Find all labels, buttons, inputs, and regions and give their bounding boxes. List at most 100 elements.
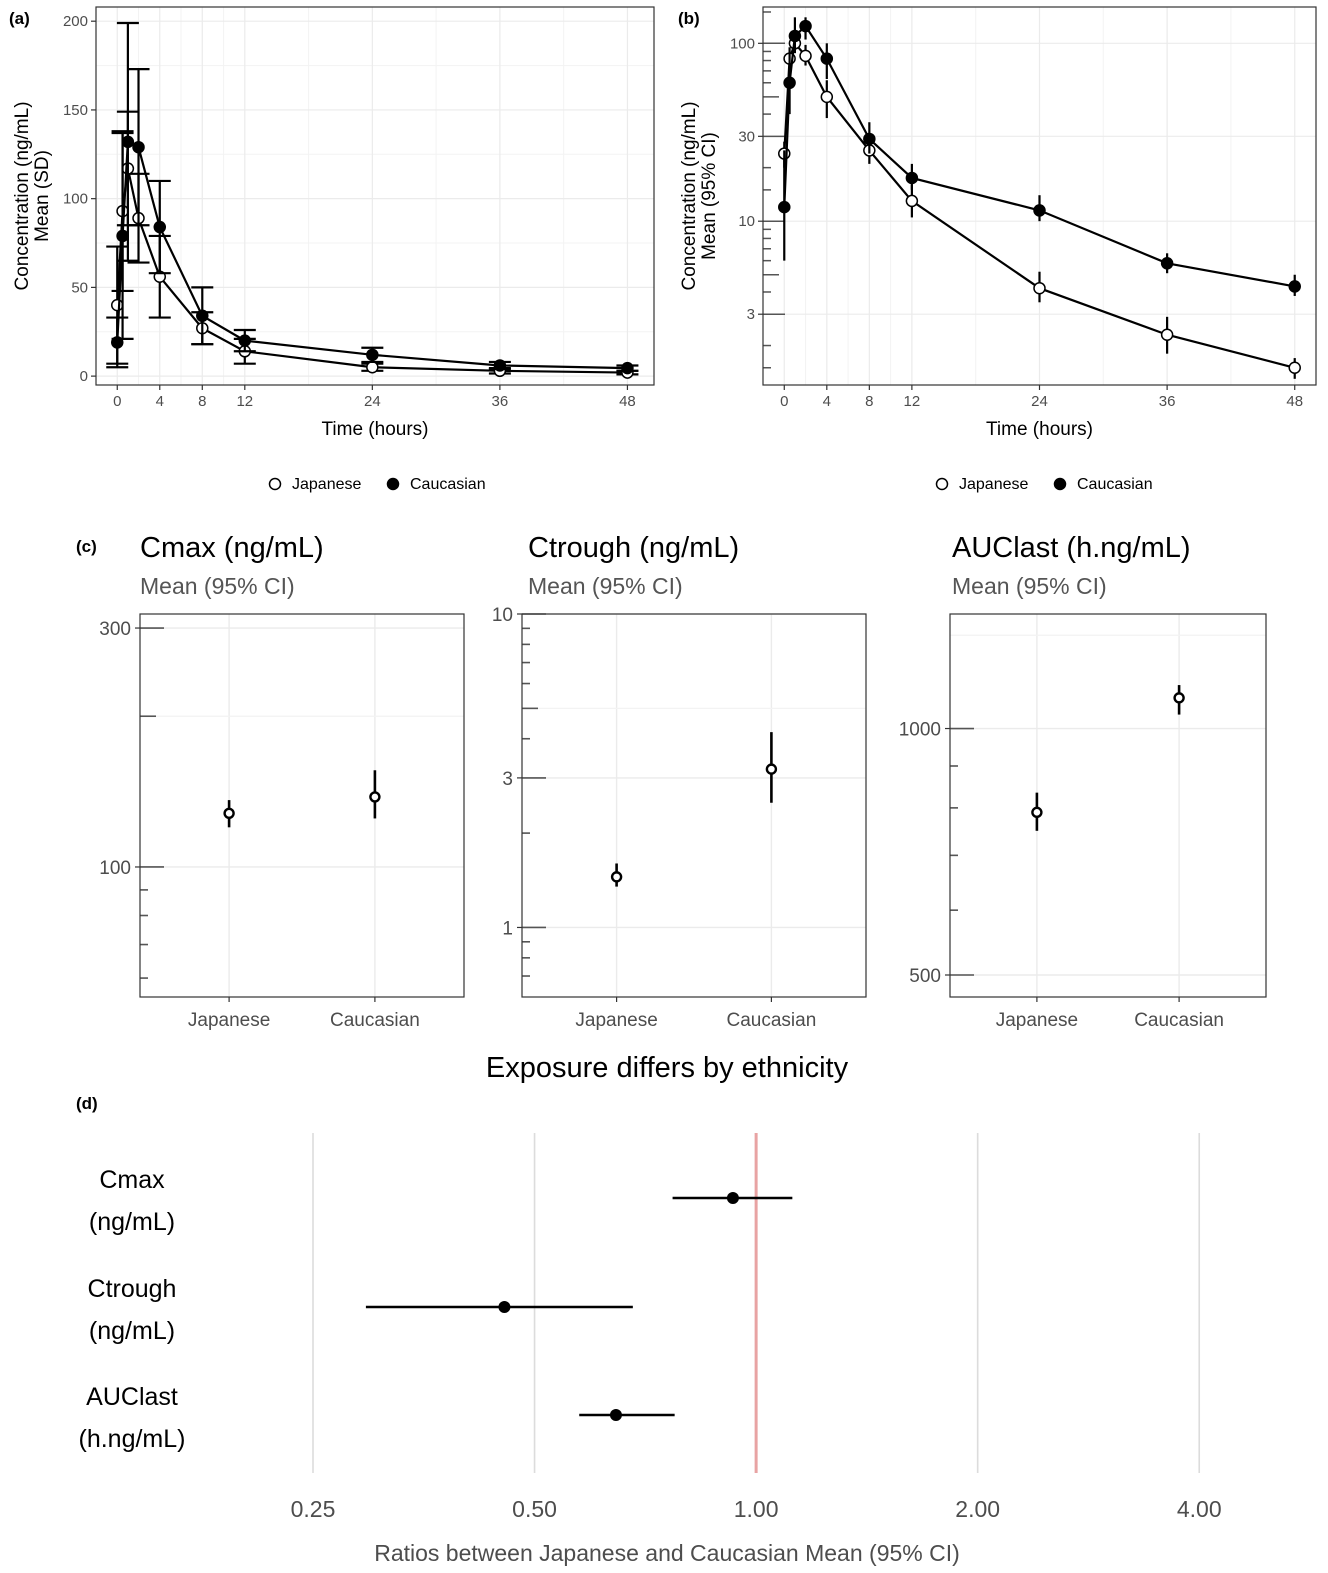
mean-point-caucasian bbox=[765, 763, 778, 775]
panel-label-c: (c) bbox=[76, 537, 97, 556]
data-point-caucasian bbox=[1033, 204, 1046, 217]
x-tick-label: Japanese bbox=[996, 1010, 1078, 1031]
x-tick-label: 0.25 bbox=[291, 1496, 336, 1522]
x-tick-label: 4.00 bbox=[1177, 1496, 1222, 1522]
category-label-line2: (ng/mL) bbox=[89, 1317, 175, 1345]
chart-c-auclast: AUClast (h.ng/mL) Mean (95% CI) 500 1000 Jap… bbox=[899, 532, 1267, 1031]
series-line-caucasian bbox=[116, 140, 628, 370]
data-point-japanese bbox=[1288, 361, 1301, 375]
x-axis-title: Ratios between Japanese and Caucasian Me… bbox=[374, 1540, 960, 1566]
panel-subtitle: Mean (95% CI) bbox=[952, 573, 1107, 599]
y-tick-label: 30 bbox=[738, 128, 755, 145]
panel-title: Ctrough (ng/mL) bbox=[528, 532, 739, 564]
panel-title: Exposure differs by ethnicity bbox=[486, 1052, 849, 1084]
x-tick-label: 36 bbox=[1159, 393, 1176, 410]
y-tick-label: 100 bbox=[63, 191, 88, 208]
legend-label-japanese: Japanese bbox=[959, 476, 1028, 493]
y-axis-title-line2: Mean (95% CI) bbox=[699, 132, 720, 260]
x-tick-label: 4 bbox=[156, 393, 164, 410]
y-tick-label: 200 bbox=[63, 13, 88, 30]
y-tick-label: 0 bbox=[80, 368, 88, 385]
legend-label-japanese: Japanese bbox=[292, 476, 361, 493]
x-tick-label: Caucasian bbox=[727, 1010, 817, 1031]
data-point-caucasian bbox=[132, 140, 145, 154]
data-point-caucasian bbox=[1160, 257, 1174, 270]
data-point-japanese bbox=[366, 361, 379, 374]
x-tick-label: 8 bbox=[865, 393, 873, 410]
chart-c-ctrough: Ctrough (ng/mL) Mean (95% CI) 1 3 10 Japanese… bbox=[492, 532, 867, 1031]
y-tick-label: 100 bbox=[99, 858, 131, 879]
x-tick-label: 48 bbox=[1286, 393, 1303, 410]
y-tick-label: 500 bbox=[909, 966, 941, 987]
y-axis-title-line2: Mean (SD) bbox=[32, 150, 53, 242]
data-point-japanese bbox=[1160, 328, 1174, 341]
x-tick-label: 0 bbox=[113, 393, 121, 410]
data-point-caucasian bbox=[621, 361, 634, 375]
y-tick-label: 3 bbox=[502, 769, 513, 790]
data-point-caucasian bbox=[121, 135, 135, 149]
legend-label-caucasian: Caucasian bbox=[1077, 476, 1153, 493]
category-label-line2: (ng/mL) bbox=[89, 1208, 175, 1236]
data-point-japanese bbox=[820, 90, 834, 104]
legend-key-caucasian bbox=[386, 477, 400, 491]
chart-c-cmax: Cmax (ng/mL) Mean (95% CI) 100 300 Japanese C… bbox=[99, 532, 465, 1031]
y-axis-title-line1: Concentration (ng/mL) bbox=[679, 101, 700, 290]
x-tick-label: 2.00 bbox=[955, 1496, 1000, 1522]
x-tick-label: 36 bbox=[492, 393, 509, 410]
data-point-caucasian bbox=[111, 336, 124, 349]
legend-key-japanese bbox=[935, 477, 949, 491]
data-point-caucasian bbox=[778, 200, 791, 214]
panel-subtitle: Mean (95% CI) bbox=[528, 573, 683, 599]
y-tick-label: 300 bbox=[99, 619, 131, 640]
data-point-caucasian bbox=[1288, 280, 1301, 293]
mean-point-japanese bbox=[1031, 806, 1043, 819]
data-point-caucasian bbox=[820, 52, 834, 65]
data-point-caucasian bbox=[863, 132, 876, 146]
x-tick-label: 24 bbox=[1031, 393, 1048, 410]
category-label-line1: Cmax bbox=[99, 1166, 165, 1194]
data-point-caucasian bbox=[493, 359, 507, 372]
y-tick-label: 150 bbox=[63, 102, 88, 119]
legend-key-caucasian bbox=[1053, 477, 1067, 491]
y-tick-label: 1000 bbox=[899, 720, 941, 741]
legend-label-caucasian: Caucasian bbox=[410, 476, 486, 493]
x-axis-title: Time (hours) bbox=[322, 419, 429, 440]
x-tick-label: Caucasian bbox=[330, 1010, 420, 1031]
panel-label-d: (d) bbox=[76, 1094, 98, 1113]
x-tick-label: 1.00 bbox=[734, 1496, 779, 1522]
x-tick-label: Japanese bbox=[575, 1010, 657, 1031]
y-tick-label: 10 bbox=[492, 605, 513, 626]
plot-frame bbox=[949, 613, 1267, 998]
data-point-japanese bbox=[905, 194, 919, 208]
ratio-point bbox=[498, 1301, 511, 1313]
data-point-caucasian bbox=[366, 348, 379, 362]
x-tick-label: 8 bbox=[198, 393, 206, 410]
panel-subtitle: Mean (95% CI) bbox=[140, 573, 295, 599]
y-tick-label: 10 bbox=[738, 213, 755, 230]
mean-point-caucasian bbox=[1173, 692, 1185, 704]
x-tick-label: 0 bbox=[780, 393, 788, 410]
y-tick-label: 1 bbox=[502, 918, 513, 939]
data-point-japanese bbox=[111, 298, 124, 312]
data-point-japanese bbox=[799, 49, 812, 63]
panel-title: AUClast (h.ng/mL) bbox=[952, 532, 1191, 564]
plot-frame bbox=[521, 613, 867, 998]
x-tick-label: 24 bbox=[364, 393, 381, 410]
data-point-caucasian bbox=[783, 76, 796, 90]
data-point-caucasian bbox=[238, 334, 252, 347]
x-tick-label: 12 bbox=[904, 393, 921, 410]
y-tick-label: 3 bbox=[747, 306, 755, 323]
category-label-line2: (h.ng/mL) bbox=[79, 1425, 186, 1453]
category-label-line1: AUClast bbox=[86, 1383, 178, 1411]
x-axis-title: Time (hours) bbox=[986, 419, 1093, 440]
x-tick-label: 4 bbox=[823, 393, 831, 410]
plot-frame bbox=[139, 613, 465, 998]
data-point-caucasian bbox=[799, 19, 812, 33]
y-tick-label: 50 bbox=[71, 279, 88, 296]
category-label-line1: Ctrough bbox=[88, 1275, 177, 1303]
x-tick-label: 0.50 bbox=[512, 1496, 557, 1522]
data-point-caucasian bbox=[153, 220, 167, 234]
